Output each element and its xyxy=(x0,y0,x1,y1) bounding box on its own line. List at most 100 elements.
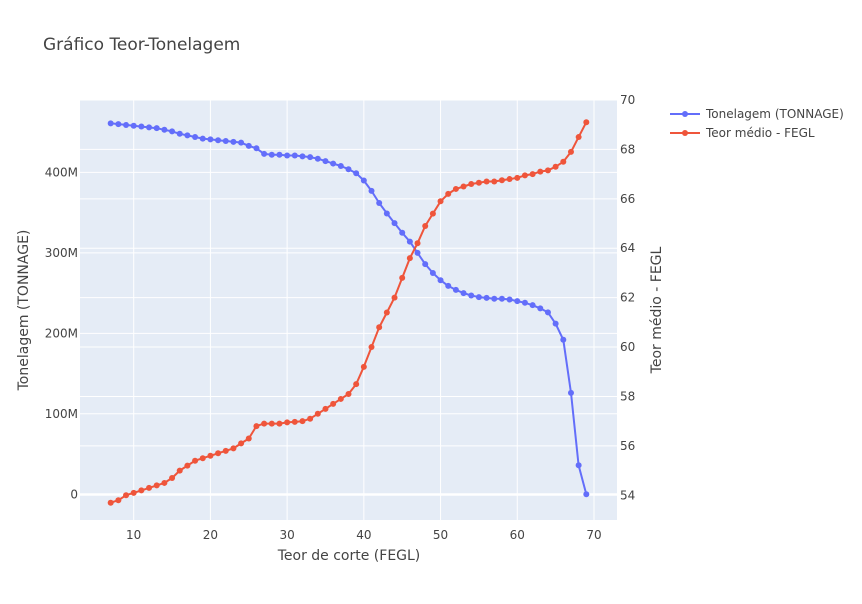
grade-data-point[interactable] xyxy=(276,420,283,427)
grade-data-point[interactable] xyxy=(245,435,252,442)
grade-data-point[interactable] xyxy=(575,134,582,141)
tonnage-data-point[interactable] xyxy=(521,299,528,306)
grade-data-point[interactable] xyxy=(460,183,467,190)
grade-data-point[interactable] xyxy=(506,176,513,183)
tonnage-data-point[interactable] xyxy=(337,162,344,169)
tonnage-data-point[interactable] xyxy=(253,145,260,152)
tonnage-data-point[interactable] xyxy=(498,295,505,302)
grade-data-point[interactable] xyxy=(138,487,145,494)
tonnage-data-point[interactable] xyxy=(567,389,574,396)
grade-data-point[interactable] xyxy=(299,418,306,425)
tonnage-data-point[interactable] xyxy=(345,166,352,173)
grade-data-point[interactable] xyxy=(529,171,536,178)
tonnage-data-point[interactable] xyxy=(299,153,306,160)
tonnage-data-point[interactable] xyxy=(268,151,275,158)
grade-data-point[interactable] xyxy=(376,324,383,331)
tonnage-data-point[interactable] xyxy=(391,220,398,227)
tonnage-data-point[interactable] xyxy=(414,249,421,256)
tonnage-data-point[interactable] xyxy=(184,132,191,139)
tonnage-data-point[interactable] xyxy=(468,292,475,299)
tonnage-data-point[interactable] xyxy=(215,137,222,144)
tonnage-data-point[interactable] xyxy=(291,152,298,159)
tonnage-data-point[interactable] xyxy=(422,261,429,268)
grade-data-point[interactable] xyxy=(307,415,314,422)
grade-data-point[interactable] xyxy=(322,405,329,412)
grade-data-point[interactable] xyxy=(567,148,574,155)
legend-item-grade[interactable]: Teor médio - FEGL xyxy=(670,126,815,140)
grade-data-point[interactable] xyxy=(583,119,590,126)
tonnage-data-point[interactable] xyxy=(360,177,367,184)
tonnage-data-point[interactable] xyxy=(514,298,521,305)
tonnage-data-point[interactable] xyxy=(376,199,383,206)
tonnage-data-point[interactable] xyxy=(544,309,551,316)
grade-data-point[interactable] xyxy=(184,462,191,469)
grade-data-point[interactable] xyxy=(261,420,268,427)
tonnage-data-point[interactable] xyxy=(452,286,459,293)
grade-data-point[interactable] xyxy=(215,450,222,457)
grade-data-point[interactable] xyxy=(399,274,406,281)
tonnage-data-point[interactable] xyxy=(406,238,413,245)
grade-data-point[interactable] xyxy=(452,185,459,192)
tonnage-data-point[interactable] xyxy=(429,269,436,276)
grade-data-point[interactable] xyxy=(483,178,490,185)
tonnage-data-point[interactable] xyxy=(552,320,559,327)
tonnage-data-point[interactable] xyxy=(161,126,168,133)
legend-item-tonnage[interactable]: Tonelagem (TONNAGE) xyxy=(670,107,844,121)
tonnage-data-point[interactable] xyxy=(138,123,145,130)
grade-data-point[interactable] xyxy=(123,492,130,499)
tonnage-data-point[interactable] xyxy=(207,136,214,143)
tonnage-data-point[interactable] xyxy=(230,138,237,145)
grade-data-point[interactable] xyxy=(330,400,337,407)
grade-data-point[interactable] xyxy=(238,440,245,447)
grade-data-point[interactable] xyxy=(146,484,153,491)
tonnage-data-point[interactable] xyxy=(575,462,582,469)
grade-data-point[interactable] xyxy=(284,419,291,426)
tonnage-data-point[interactable] xyxy=(107,120,114,127)
tonnage-data-point[interactable] xyxy=(314,155,321,162)
grade-data-point[interactable] xyxy=(514,174,521,181)
grade-data-point[interactable] xyxy=(353,381,360,388)
grade-data-point[interactable] xyxy=(253,423,260,430)
grade-data-point[interactable] xyxy=(192,457,199,464)
tonnage-data-point[interactable] xyxy=(529,302,536,309)
grade-data-point[interactable] xyxy=(552,163,559,170)
grade-data-point[interactable] xyxy=(337,395,344,402)
tonnage-data-point[interactable] xyxy=(537,305,544,312)
grade-data-point[interactable] xyxy=(130,489,137,496)
grade-data-point[interactable] xyxy=(199,455,206,462)
tonnage-data-point[interactable] xyxy=(353,170,360,177)
grade-data-point[interactable] xyxy=(115,497,122,504)
tonnage-data-point[interactable] xyxy=(176,130,183,137)
grade-data-point[interactable] xyxy=(544,167,551,174)
grade-data-point[interactable] xyxy=(498,177,505,184)
tonnage-data-point[interactable] xyxy=(169,128,176,135)
grade-data-point[interactable] xyxy=(107,499,114,506)
tonnage-data-point[interactable] xyxy=(192,134,199,141)
tonnage-data-point[interactable] xyxy=(460,290,467,297)
tonnage-data-point[interactable] xyxy=(583,491,590,498)
grade-data-point[interactable] xyxy=(176,467,183,474)
tonnage-data-point[interactable] xyxy=(491,295,498,302)
grade-data-point[interactable] xyxy=(537,168,544,175)
tonnage-data-point[interactable] xyxy=(130,122,137,129)
grade-data-point[interactable] xyxy=(406,255,413,262)
tonnage-data-point[interactable] xyxy=(368,187,375,194)
grade-data-point[interactable] xyxy=(291,418,298,425)
grade-data-point[interactable] xyxy=(161,479,168,486)
grade-data-point[interactable] xyxy=(153,482,160,489)
tonnage-data-point[interactable] xyxy=(222,138,229,145)
grade-data-point[interactable] xyxy=(560,158,567,165)
tonnage-data-point[interactable] xyxy=(238,139,245,146)
grade-data-point[interactable] xyxy=(230,445,237,452)
tonnage-data-point[interactable] xyxy=(153,125,160,132)
grade-data-point[interactable] xyxy=(314,410,321,417)
grade-data-point[interactable] xyxy=(414,240,421,247)
grade-data-point[interactable] xyxy=(468,181,475,187)
tonnage-data-point[interactable] xyxy=(383,210,390,217)
grade-data-point[interactable] xyxy=(445,190,452,197)
tonnage-data-point[interactable] xyxy=(123,121,130,128)
grade-data-point[interactable] xyxy=(360,363,367,370)
grade-data-point[interactable] xyxy=(521,172,528,179)
tonnage-data-point[interactable] xyxy=(261,150,268,157)
grade-data-point[interactable] xyxy=(422,223,429,229)
